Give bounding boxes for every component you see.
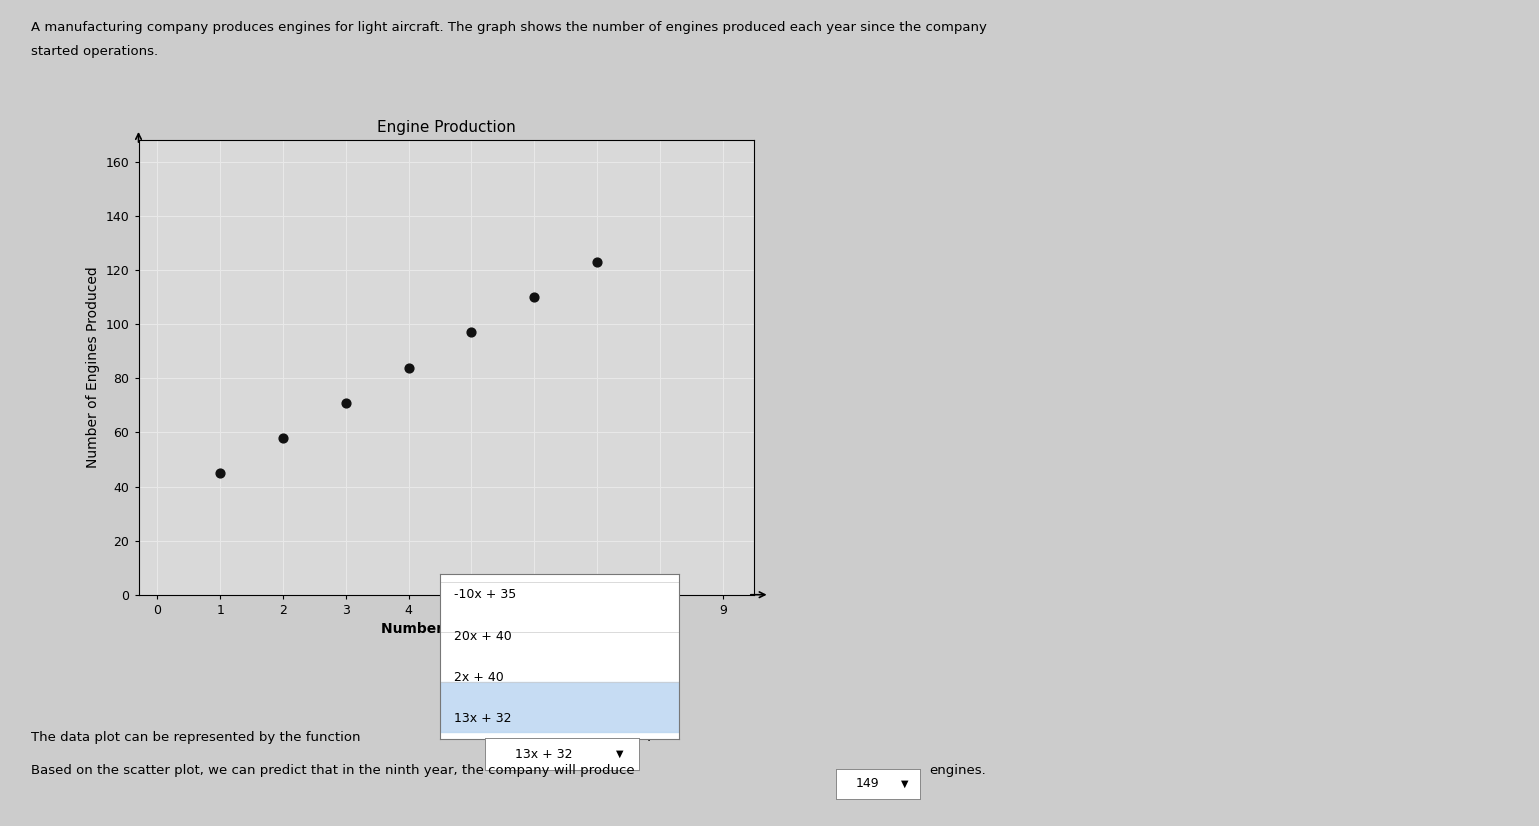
Text: ▼: ▼: [617, 749, 623, 759]
Point: [208, 467, 232, 480]
Bar: [440, 681, 679, 732]
Text: started operations.: started operations.: [31, 45, 159, 59]
Point: [585, 255, 609, 268]
Text: .: .: [646, 731, 651, 744]
Text: 149: 149: [856, 777, 880, 790]
Text: The data plot can be represented by the function: The data plot can be represented by the …: [31, 731, 360, 744]
X-axis label: Number of Years: Number of Years: [382, 622, 511, 636]
Text: 2x + 40: 2x + 40: [454, 671, 505, 684]
Point: [334, 396, 359, 410]
Point: [271, 431, 295, 444]
Title: Engine Production: Engine Production: [377, 120, 516, 135]
Text: 20x + 40: 20x + 40: [454, 629, 512, 643]
Point: [459, 325, 483, 339]
Point: [397, 361, 422, 374]
Y-axis label: Number of Engines Produced: Number of Engines Produced: [86, 267, 100, 468]
Text: A manufacturing company produces engines for light aircraft. The graph shows the: A manufacturing company produces engines…: [31, 21, 986, 34]
Text: -10x + 35: -10x + 35: [454, 588, 517, 601]
Text: Based on the scatter plot, we can predict that in the ninth year, the company wi: Based on the scatter plot, we can predic…: [31, 764, 634, 777]
Text: 13x + 32: 13x + 32: [454, 712, 512, 725]
Point: [522, 291, 546, 304]
Text: ▼: ▼: [902, 779, 910, 789]
Text: 13x + 32: 13x + 32: [514, 748, 573, 761]
Text: engines.: engines.: [930, 764, 986, 777]
